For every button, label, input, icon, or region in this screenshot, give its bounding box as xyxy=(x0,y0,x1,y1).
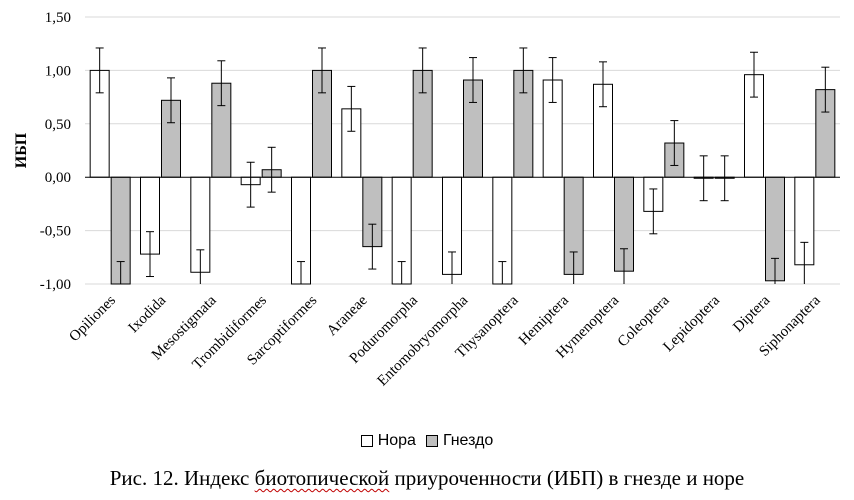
error-bar xyxy=(699,155,708,202)
chart: 1,50 1,00 0,50 0,00 -0,50 -1,00 Opiliones Ixod… xyxy=(13,10,840,389)
error-bar xyxy=(418,47,427,94)
legend-swatch-gnezdo xyxy=(425,435,438,447)
error-bar xyxy=(217,60,226,107)
x-category-label: Araneae xyxy=(324,292,371,339)
y-tick-label: 0,50 xyxy=(45,117,71,133)
legend-item-nora: Нора xyxy=(360,432,416,450)
error-bar xyxy=(649,188,658,235)
caption-suffix: приуроченности (ИБП) в гнезде и норе xyxy=(389,466,745,490)
error-bar xyxy=(821,66,830,113)
error-bar xyxy=(498,261,507,284)
error-bar xyxy=(800,241,809,284)
error-bar xyxy=(318,47,326,94)
legend-item-gnezdo: Гнездо xyxy=(425,432,494,450)
legend-swatch-nora xyxy=(360,435,373,447)
error-bars xyxy=(85,47,840,284)
error-bar xyxy=(670,120,679,166)
error-bar xyxy=(267,146,276,193)
error-bar xyxy=(599,61,607,108)
error-bar xyxy=(95,47,104,94)
y-tick-label: 0,00 xyxy=(45,170,71,186)
x-category-label: Entomobryomorpha xyxy=(375,292,472,389)
y-tick-label: -1,00 xyxy=(40,277,71,293)
error-bar xyxy=(297,261,305,284)
y-tick-labels: 1,50 1,00 0,50 0,00 -0,50 -1,00 xyxy=(40,10,71,293)
error-bar xyxy=(771,257,779,284)
error-bar xyxy=(548,57,557,103)
y-tick-label: 1,00 xyxy=(45,63,71,79)
x-category-label: Diptera xyxy=(730,292,773,335)
y-axis-label: ИБП xyxy=(13,132,30,168)
error-bar xyxy=(469,57,477,103)
y-tick-label: 1,50 xyxy=(45,10,71,26)
y-tick-label: -0,50 xyxy=(40,224,71,240)
x-category-labels: Opiliones IxodidaMesostigmataTrombidiform… xyxy=(66,292,823,389)
legend-label-gnezdo: Гнездо xyxy=(442,432,494,449)
caption-prefix: Рис. 12. Индекс xyxy=(109,466,255,490)
gridlines xyxy=(85,16,840,285)
error-bar xyxy=(720,155,729,202)
error-bar xyxy=(116,261,125,284)
error-bar xyxy=(368,223,377,270)
error-bar xyxy=(347,85,356,132)
error-bar xyxy=(196,249,205,284)
caption-word: биотопической xyxy=(254,466,390,490)
error-bar xyxy=(397,261,406,284)
bars xyxy=(89,69,836,285)
legend-label-nora: Нора xyxy=(377,432,416,449)
error-bar xyxy=(167,77,175,124)
error-bar xyxy=(569,251,578,284)
error-bar xyxy=(448,251,456,284)
error-bar xyxy=(246,161,255,208)
figure-caption: Рис. 12. Индекс биотопической приуроченн… xyxy=(0,466,854,491)
x-category-label: Ixodida xyxy=(126,292,170,336)
error-bar xyxy=(146,231,154,278)
legend: Нора Гнездо xyxy=(0,432,854,450)
x-category-label: Opiliones xyxy=(66,292,119,345)
error-bar xyxy=(620,248,628,284)
error-bar xyxy=(750,51,758,98)
error-bar xyxy=(519,47,528,94)
